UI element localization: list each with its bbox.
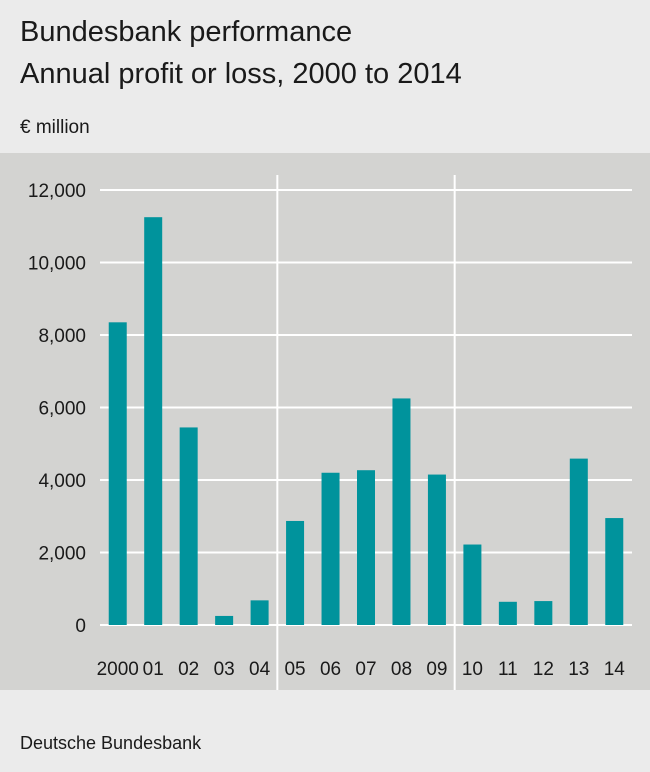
bar-08	[392, 398, 411, 625]
bar-11	[498, 601, 517, 625]
bar-04	[250, 600, 269, 625]
bar-10	[463, 544, 482, 625]
x-tick-label-08: 08	[391, 659, 412, 680]
x-tick-label-01: 01	[143, 659, 164, 680]
x-tick-label-2000: 2000	[97, 659, 139, 680]
y-tick-label-10000: 10,000	[28, 254, 86, 275]
x-tick-labels: 2000 01 02 03 04 05 06 07 08 09 10 11 12 13 14	[97, 659, 626, 680]
bar-02	[179, 427, 198, 625]
plot-panel: 0 2,000 4,000 6,000 8,000 10,000 12,000 2000 01…	[0, 153, 650, 690]
y-tick-labels: 0 2,000 4,000 6,000 8,000 10,000 12,000	[28, 181, 86, 637]
bar-12	[534, 601, 553, 625]
bar-05	[286, 520, 305, 625]
x-tick-label-05: 05	[284, 659, 305, 680]
y-tick-label-2000: 2,000	[38, 544, 86, 565]
bar-2000	[108, 322, 127, 625]
x-tick-label-10: 10	[462, 659, 483, 680]
chart-subtitle: Annual profit or loss, 2000 to 2014	[20, 58, 462, 90]
bar-13	[569, 458, 588, 625]
x-tick-label-11: 11	[498, 659, 518, 680]
source-note: Deutsche Bundesbank	[20, 733, 202, 753]
x-tick-label-04: 04	[249, 659, 271, 680]
bar-07	[357, 470, 375, 625]
bar-03	[215, 615, 234, 625]
x-tick-label-07: 07	[355, 659, 376, 680]
chart-title: Bundesbank performance	[20, 16, 353, 48]
x-tick-label-14: 14	[604, 659, 626, 680]
y-tick-label-4000: 4,000	[38, 471, 86, 492]
bar-chart: 0 2,000 4,000 6,000 8,000 10,000 12,000 2000 01…	[28, 175, 632, 690]
bar-01	[144, 217, 163, 625]
x-tick-label-03: 03	[214, 659, 235, 680]
x-tick-label-06: 06	[320, 659, 341, 680]
separator-layer	[276, 175, 456, 690]
x-tick-label-02: 02	[178, 659, 199, 680]
bar-09	[427, 474, 446, 625]
x-tick-label-09: 09	[426, 659, 447, 680]
bar-14	[605, 518, 624, 625]
bar-06	[321, 472, 340, 625]
y-tick-label-12000: 12,000	[28, 181, 86, 202]
y-tick-label-0: 0	[75, 616, 86, 637]
y-tick-label-6000: 6,000	[38, 399, 86, 420]
x-tick-label-12: 12	[533, 659, 554, 680]
unit-label: € million	[20, 117, 90, 138]
x-tick-label-13: 13	[568, 659, 589, 680]
y-tick-label-8000: 8,000	[38, 326, 86, 347]
bar-layer	[108, 217, 624, 625]
